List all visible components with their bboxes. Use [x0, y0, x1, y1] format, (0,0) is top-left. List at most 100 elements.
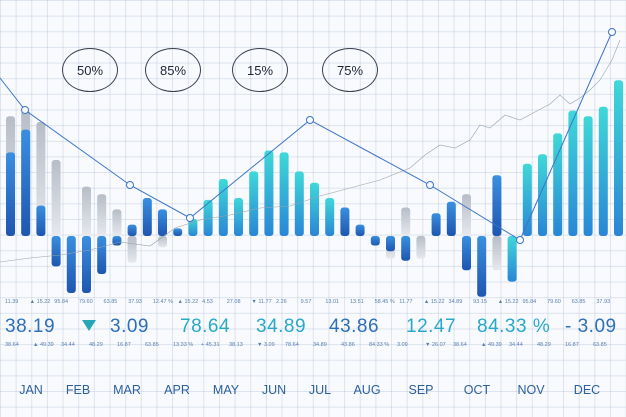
bar: [112, 236, 122, 246]
small-value: 93.15: [473, 299, 487, 305]
bar: [249, 171, 259, 236]
bar: [538, 154, 547, 236]
small-value: 48.29: [89, 342, 103, 348]
value-6: 12.47: [406, 316, 457, 337]
month-label: JAN: [19, 383, 43, 397]
trend-line: [0, 31, 613, 241]
bar: [203, 199, 213, 236]
small-value: + 45.31: [201, 342, 220, 348]
bar: [310, 182, 319, 236]
month-label: DEC: [573, 383, 601, 397]
bar: [477, 236, 487, 297]
small-value: 13.01: [325, 299, 340, 305]
trend-marker: [21, 106, 29, 114]
small-value: 63.85: [593, 342, 607, 348]
small-value: ▲ 15.22: [29, 299, 51, 305]
ghost-bar: [492, 236, 502, 271]
value-5: 43.86: [329, 316, 380, 337]
small-value: 78.64: [285, 342, 299, 348]
small-value: 13.51: [349, 299, 364, 305]
small-value: ▼ 11.77: [251, 299, 272, 305]
percent-badge-3: 15%: [232, 48, 288, 92]
month-label: MAR: [113, 383, 141, 397]
small-value: ▲ 49.39: [33, 342, 54, 348]
bar: [370, 236, 380, 246]
trend-markers: [21, 28, 616, 244]
down-triangle-icon: [82, 320, 96, 331]
bar: [583, 116, 593, 236]
small-value: 63.85: [103, 299, 118, 305]
percent-badge-2: 85%: [145, 48, 201, 92]
percent-badge-label: 85%: [159, 62, 187, 78]
bar: [568, 110, 578, 236]
small-value: 27.08: [226, 299, 241, 305]
ghost-bar: [416, 236, 426, 259]
ghost-bar: [51, 160, 61, 236]
trend-marker: [306, 116, 314, 124]
small-value: ▼ 3.09: [257, 342, 275, 348]
small-value: 38.64: [5, 342, 19, 348]
bar: [294, 171, 304, 236]
bar: [507, 236, 517, 282]
small-value: ▲ 15.22: [177, 299, 199, 305]
bar: [492, 175, 502, 236]
small-value: 13.33 %: [173, 342, 194, 348]
bar: [6, 152, 15, 236]
bar: [614, 80, 623, 236]
month-label: SEP: [408, 383, 434, 397]
small-value: ▲ 15.22: [423, 299, 445, 305]
bar: [522, 163, 532, 236]
trend-marker: [516, 236, 524, 244]
small-value: ▲ 15.22: [497, 299, 519, 305]
month-label: FEB: [65, 383, 91, 397]
small-value: 34.89: [448, 299, 463, 305]
month-label: AUG: [353, 383, 381, 397]
small-value: 43.86: [341, 342, 355, 348]
small-value: 2.26: [276, 299, 287, 305]
bar: [462, 236, 471, 271]
bar: [21, 129, 31, 236]
small-value: 95.84: [522, 299, 537, 305]
small-value: 37.93: [128, 299, 142, 305]
value-3: 78.64: [180, 316, 231, 337]
ghost-bar: [462, 194, 471, 236]
month-label: NOV: [517, 383, 545, 397]
small-value: 37.93: [596, 299, 611, 305]
small-value: 34.89: [313, 342, 327, 348]
month-label: JUN: [261, 383, 287, 397]
bar: [36, 205, 46, 236]
noise-line: [0, 39, 621, 263]
bar: [173, 228, 183, 236]
small-value: 79.60: [78, 299, 93, 305]
trend-marker: [126, 181, 134, 189]
small-value: 16.87: [117, 342, 131, 348]
percent-badge-label: 75%: [336, 62, 364, 78]
small-value: 48.29: [537, 342, 551, 348]
small-value: 38.64: [453, 342, 467, 348]
small-value: 9.57: [300, 299, 312, 305]
small-value: 38.13: [229, 342, 243, 348]
percent-badge-label: 15%: [246, 62, 274, 78]
bar: [325, 198, 335, 236]
bar: [264, 150, 274, 236]
small-value: 95.84: [54, 299, 69, 305]
month-label: APR: [164, 383, 190, 397]
trend-marker: [186, 214, 194, 222]
ghost-bar: [127, 236, 137, 263]
bar: [431, 213, 441, 236]
bar: [158, 209, 167, 236]
bar: [234, 198, 243, 236]
bar: [340, 207, 350, 236]
small-value: 34.44: [509, 342, 523, 348]
ghost-bar: [112, 209, 122, 236]
small-value: 58.45 %: [374, 299, 395, 305]
bar: [386, 236, 395, 252]
small-value: 63.85: [145, 342, 159, 348]
bar: [279, 152, 289, 236]
trend-marker: [426, 181, 434, 189]
percent-badge-4: 75%: [322, 48, 378, 92]
bar: [51, 236, 61, 267]
percent-badge-label: 50%: [76, 62, 104, 78]
